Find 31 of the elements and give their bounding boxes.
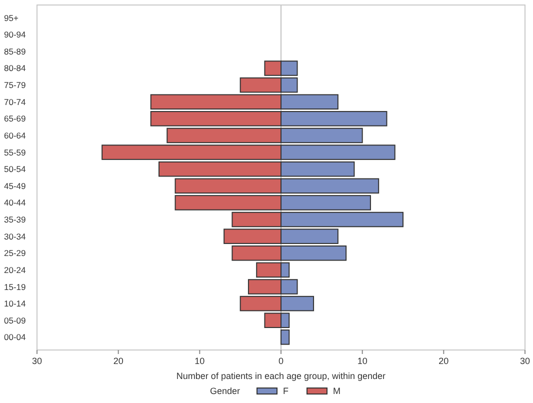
- y-tick-label: 70-74: [4, 96, 26, 107]
- x-tick-label: 20: [438, 356, 449, 366]
- y-tick-label: 95+: [4, 12, 18, 23]
- y-tick-label: 85-89: [4, 46, 26, 56]
- x-tick-label: 30: [32, 356, 42, 366]
- y-tick-label: 25-29: [4, 248, 26, 258]
- y-tick-label: 60-64: [4, 130, 26, 140]
- y-tick-label: 30-34: [4, 231, 26, 242]
- y-tick-label: 20-24: [4, 264, 26, 275]
- x-tick-label: 10: [194, 356, 205, 366]
- y-tick-label: 45-49: [4, 180, 26, 191]
- y-tick-label: 35-39: [4, 214, 26, 225]
- x-axis-title: Number of patients in each age group, within gender: [176, 371, 386, 381]
- y-tick-label: 90-94: [4, 30, 26, 40]
- y-tick-label: 15-19: [4, 282, 26, 292]
- y-tick-label: 05-09: [4, 315, 26, 326]
- y-tick-label: 10-14: [4, 298, 26, 309]
- y-tick-label: 40-44: [4, 198, 26, 208]
- y-tick-label: 65-69: [4, 114, 26, 124]
- x-tick-label: 20: [113, 356, 124, 366]
- x-tick-label: 10: [357, 356, 368, 366]
- y-tick-label: 55-59: [4, 147, 26, 158]
- legend-label: M: [333, 386, 340, 396]
- legend-title: Gender: [210, 386, 240, 396]
- y-tick-label: 75-79: [4, 80, 26, 90]
- x-tick-label: 0: [278, 356, 284, 366]
- legend-label: F: [283, 386, 289, 396]
- x-tick-label: 30: [520, 356, 530, 366]
- y-tick-label: 00-04: [4, 332, 26, 342]
- y-tick-label: 80-84: [4, 63, 26, 74]
- y-tick-label: 50-54: [4, 164, 26, 174]
